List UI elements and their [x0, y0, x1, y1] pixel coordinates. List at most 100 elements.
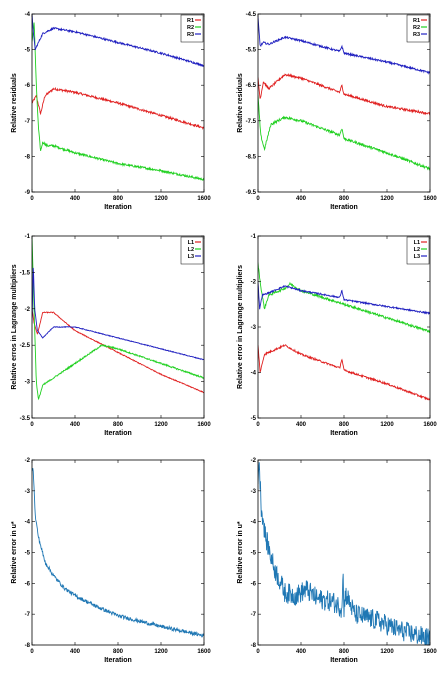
x-tick-label: 0	[30, 422, 34, 428]
y-tick-label: -3	[25, 380, 31, 386]
y-tick-label: -8.5	[246, 154, 257, 160]
series-line-l1	[258, 344, 430, 401]
plot-frame	[257, 13, 431, 193]
x-tick-label: 1600	[197, 649, 211, 655]
y-axis-label: Relative error in Lagrange multipliers	[237, 265, 244, 389]
series-line-u	[32, 467, 204, 638]
y-tick-label: -2	[25, 307, 31, 313]
chart-panel-4: 0 400 800 1200 1600 -5 -4 -3 -2 -1 Iteration Relati…	[237, 234, 437, 437]
x-tick-label: 800	[113, 422, 124, 428]
y-tick-label: -7	[25, 612, 31, 618]
y-tick-label: -5.5	[246, 48, 257, 54]
x-tick-label: 800	[113, 649, 124, 655]
y-tick-label: -4	[251, 520, 257, 526]
y-tick-label: -3	[25, 489, 31, 495]
x-axis-label: Iteration	[104, 430, 132, 437]
y-tick-label: -8	[25, 643, 31, 649]
x-tick-label: 400	[70, 196, 81, 202]
legend-label: L1	[414, 240, 420, 246]
x-axis-label: Iteration	[104, 204, 132, 211]
series-line-l1	[32, 308, 204, 394]
y-tick-label: -9.5	[246, 190, 257, 196]
y-tick-label: -3.5	[20, 416, 31, 422]
series-line-l3	[258, 282, 430, 316]
x-tick-label: 0	[256, 422, 260, 428]
y-tick-label: -2	[25, 458, 31, 464]
legend-label: L2	[188, 247, 194, 253]
legend-label: R3	[187, 32, 194, 38]
y-tick-label: -5	[25, 48, 31, 54]
x-tick-label: 800	[339, 422, 350, 428]
x-tick-label: 1200	[154, 196, 168, 202]
y-axis-label: Relative error in u*	[11, 521, 18, 584]
y-axis-label: Relative error in u*	[237, 521, 244, 584]
series-line-r1	[258, 73, 430, 116]
x-tick-label: 1600	[423, 649, 437, 655]
y-tick-label: -5	[25, 551, 31, 557]
series-line-r1	[32, 86, 204, 130]
y-axis-label: Relative residuals	[11, 73, 18, 133]
legend-label: R1	[413, 18, 420, 24]
x-tick-label: 0	[30, 196, 34, 202]
y-tick-label: -7	[251, 612, 257, 618]
y-tick-label: -5	[251, 416, 257, 422]
x-tick-label: 1200	[380, 422, 394, 428]
y-tick-label: -8	[251, 643, 257, 649]
x-tick-label: 400	[296, 196, 307, 202]
y-tick-label: -4.5	[246, 12, 257, 18]
x-axis-label: Iteration	[330, 430, 358, 437]
y-tick-label: -5	[251, 551, 257, 557]
y-tick-label: -3	[251, 489, 257, 495]
x-tick-label: 400	[70, 649, 81, 655]
legend-label: L2	[414, 247, 420, 253]
x-tick-label: 1200	[380, 649, 394, 655]
x-tick-label: 0	[30, 649, 34, 655]
y-tick-label: -4	[251, 371, 257, 377]
x-tick-label: 1600	[197, 196, 211, 202]
y-axis-label: Relative residuals	[237, 73, 244, 133]
series-line-r3	[32, 14, 204, 68]
y-tick-label: -1	[25, 234, 31, 240]
x-tick-label: 400	[296, 422, 307, 428]
legend-box	[180, 14, 204, 43]
y-tick-label: -6.5	[246, 83, 257, 89]
y-tick-label: -6	[25, 83, 31, 89]
y-tick-label: -2	[251, 280, 257, 286]
y-tick-label: -1.5	[20, 270, 31, 276]
y-tick-label: -6	[25, 581, 31, 587]
legend-label: L1	[188, 240, 194, 246]
series-line-r2	[258, 95, 430, 171]
x-tick-label: 800	[339, 196, 350, 202]
x-axis-label: Iteration	[104, 657, 132, 664]
x-tick-label: 1200	[380, 196, 394, 202]
series-line-l2	[32, 236, 204, 401]
series-line-l3	[32, 267, 204, 361]
x-tick-label: 400	[70, 422, 81, 428]
y-tick-label: -1	[251, 234, 257, 240]
y-tick-label: -2	[251, 458, 257, 464]
plot-frame	[257, 459, 431, 646]
x-tick-label: 400	[296, 649, 307, 655]
chart-panel-2: 0 400 800 1200 1600 -9.5 -8.5 -7.5 -6.5 -5.5 -4.5 I…	[237, 12, 437, 211]
legend-box	[406, 236, 430, 265]
legend-label: L3	[188, 254, 194, 260]
series-line-u	[258, 462, 430, 645]
legend-label: R2	[413, 25, 420, 31]
y-tick-label: -8	[25, 154, 31, 160]
x-tick-label: 1600	[423, 422, 437, 428]
x-tick-label: 1200	[154, 422, 168, 428]
y-tick-label: -3	[251, 325, 257, 331]
chart-panel-5: 0 400 800 1200 1600 -8 -7 -6 -5 -4 -3 -2 Iteration Re…	[11, 458, 211, 664]
x-tick-label: 0	[256, 196, 260, 202]
legend-box	[180, 236, 204, 265]
y-tick-label: -7.5	[246, 119, 257, 125]
legend-label: R3	[413, 32, 420, 38]
plot-frame	[31, 459, 205, 646]
x-tick-label: 1600	[197, 422, 211, 428]
series-line-r3	[258, 16, 430, 75]
y-axis-label: Relative erros in Lagrange multipliers	[11, 264, 18, 389]
